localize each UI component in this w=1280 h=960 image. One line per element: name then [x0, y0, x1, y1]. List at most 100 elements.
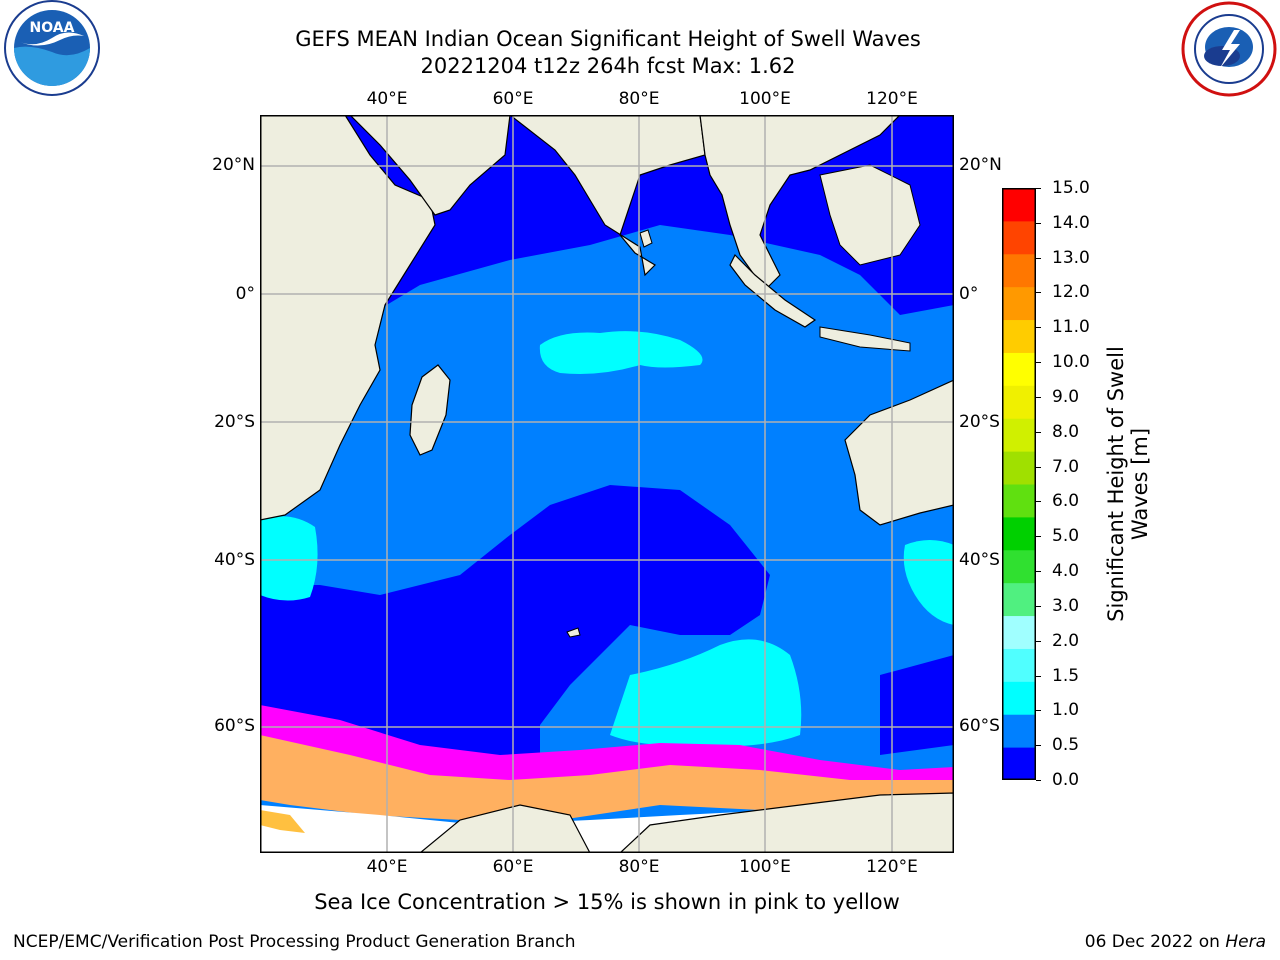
footer-right: 06 Dec 2022 on Hera [1085, 932, 1266, 952]
lat-tick-right-20s: 20°S [959, 412, 1000, 432]
ocean-high-swell-equatorial [539, 331, 703, 374]
lon-tick-top-80e: 80°E [618, 89, 660, 109]
sri-lanka-island [639, 229, 653, 248]
colorbar-tick-mark [1036, 362, 1041, 364]
colorbar-tick-mark [1036, 431, 1041, 433]
lat-tick-right-60s: 60°S [959, 716, 1000, 736]
colorbar-tick-mark [1036, 536, 1041, 538]
lat-tick-left-60s: 60°S [214, 716, 255, 736]
colorbar-tick-mark [1036, 292, 1041, 294]
colorbar-tick-label: 4.0 [1052, 561, 1080, 582]
ocean-low-swell-east [880, 655, 954, 755]
colorbar-tick-label: 2.0 [1052, 630, 1080, 651]
colorbar-label: Significant Height of Swell Waves [m] [1104, 346, 1152, 622]
title-line-2: 20221204 t12z 264h fcst Max: 1.62 [420, 54, 796, 78]
india-landmass [509, 115, 706, 277]
colorbar-tick-label: 9.0 [1052, 386, 1080, 407]
colorbar-swatch [1002, 253, 1036, 288]
map-frame [260, 115, 954, 853]
colorbar-swatch [1002, 714, 1036, 748]
sea-ice-mid-concentration [260, 735, 954, 820]
colorbar-swatch [1002, 451, 1036, 485]
colorbar-swatch [1002, 516, 1036, 551]
lat-tick-right-20n: 20°N [959, 155, 1002, 175]
colorbar-tick-label: 5.0 [1052, 526, 1080, 547]
southeast-asia-landmass [699, 115, 901, 291]
colorbar-tick-mark [1036, 675, 1041, 677]
colorbar-tick-mark [1036, 188, 1041, 189]
colorbar-swatch [1002, 319, 1036, 353]
colorbar-tick-label: 0.5 [1052, 735, 1080, 756]
colorbar-tick-label: 8.0 [1052, 421, 1080, 442]
ocean-high-swell-southeast [903, 540, 954, 625]
colorbar-tick-mark [1036, 605, 1041, 607]
colorbar-tick-mark [1036, 222, 1041, 224]
sea-ice-note: Sea Ice Concentration > 15% is shown in … [314, 890, 900, 914]
arabia-landmass [349, 115, 511, 216]
lon-tick-bottom-60e: 60°E [492, 857, 534, 877]
colorbar-tick-mark [1036, 710, 1041, 712]
colorbar-tick-label: 13.0 [1052, 247, 1090, 268]
colorbar-tick-mark [1036, 640, 1041, 642]
colorbar-tick-label: 15.0 [1052, 178, 1090, 198]
footer-date: 06 Dec 2022 on [1084, 932, 1226, 952]
colorbar-tick-label: 10.0 [1052, 352, 1090, 373]
lon-tick-bottom-100e: 100°E [739, 857, 791, 877]
lat-tick-left-0: 0° [235, 284, 255, 304]
colorbar-tick-label: 11.0 [1052, 317, 1090, 338]
map-canvas [260, 115, 954, 853]
lat-tick-right-40s: 40°S [959, 550, 1000, 570]
colorbar-ticks: 15.0 14.0 13.0 12.0 11.0 10.0 9.0 8.0 7.0 6.0 5.0 4… [1036, 178, 1100, 790]
colorbar-tick-label: 0.0 [1052, 770, 1080, 790]
colorbar-tick-mark [1036, 780, 1041, 781]
colorbar-tick-mark [1036, 257, 1041, 259]
lon-tick-top-100e: 100°E [739, 89, 791, 109]
colorbar-swatch [1002, 582, 1036, 617]
lat-tick-right-0: 0° [959, 284, 979, 304]
colorbar-swatch [1002, 188, 1036, 222]
java-island [819, 326, 911, 352]
lon-tick-bottom-40e: 40°E [366, 857, 408, 877]
colorbar-tick-mark [1036, 327, 1041, 329]
colorbar-swatch [1002, 286, 1036, 321]
colorbar-tick-label: 3.0 [1052, 595, 1080, 616]
colorbar-swatch [1002, 352, 1036, 386]
colorbar-swatch [1002, 747, 1036, 781]
sea-ice-yellow-patch [260, 810, 305, 833]
colorbar-tick-label: 1.5 [1052, 665, 1080, 686]
colorbar-tick-mark [1036, 501, 1041, 503]
lon-tick-top-120e: 120°E [866, 89, 918, 109]
australia-landmass [844, 379, 954, 526]
graticule [260, 115, 954, 853]
colorbar-swatches [1002, 188, 1036, 781]
colorbar-tick-label: 1.0 [1052, 700, 1080, 721]
colorbar-tick-mark [1036, 571, 1041, 573]
ocean-high-swell-southwest [260, 516, 318, 601]
ocean-high-swell-south [610, 639, 802, 747]
lon-tick-top-60e: 60°E [492, 89, 534, 109]
colorbar-tick-mark [1036, 396, 1041, 398]
antarctica-landmass-west [419, 804, 591, 853]
title-line-1: GEFS MEAN Indian Ocean Significant Heigh… [295, 27, 921, 51]
colorbar-tick-mark [1036, 745, 1041, 747]
footer-host: Hera [1225, 932, 1266, 952]
colorbar-swatch [1002, 220, 1036, 255]
colorbar-swatch [1002, 418, 1036, 452]
noaa-logo-text: NOAA [30, 20, 75, 36]
nws-logo [1178, 0, 1280, 100]
borneo-island [819, 164, 921, 266]
footer-left: NCEP/EMC/Verification Post Processing Pr… [13, 932, 576, 952]
colorbar-tick-mark [1036, 466, 1041, 468]
swell-height-map [260, 115, 954, 853]
colorbar [1002, 188, 1036, 781]
colorbar-tick-label: 6.0 [1052, 491, 1080, 512]
madagascar-island [409, 364, 451, 456]
colorbar-tick-label: 12.0 [1052, 282, 1090, 303]
colorbar-swatch [1002, 648, 1036, 682]
colorbar-swatch [1002, 615, 1036, 649]
antarctica-landmass-east [619, 792, 954, 853]
lat-tick-left-20n: 20°N [212, 155, 255, 175]
colorbar-swatch [1002, 681, 1036, 715]
lon-tick-top-40e: 40°E [366, 89, 408, 109]
kerguelen-island [566, 627, 581, 638]
